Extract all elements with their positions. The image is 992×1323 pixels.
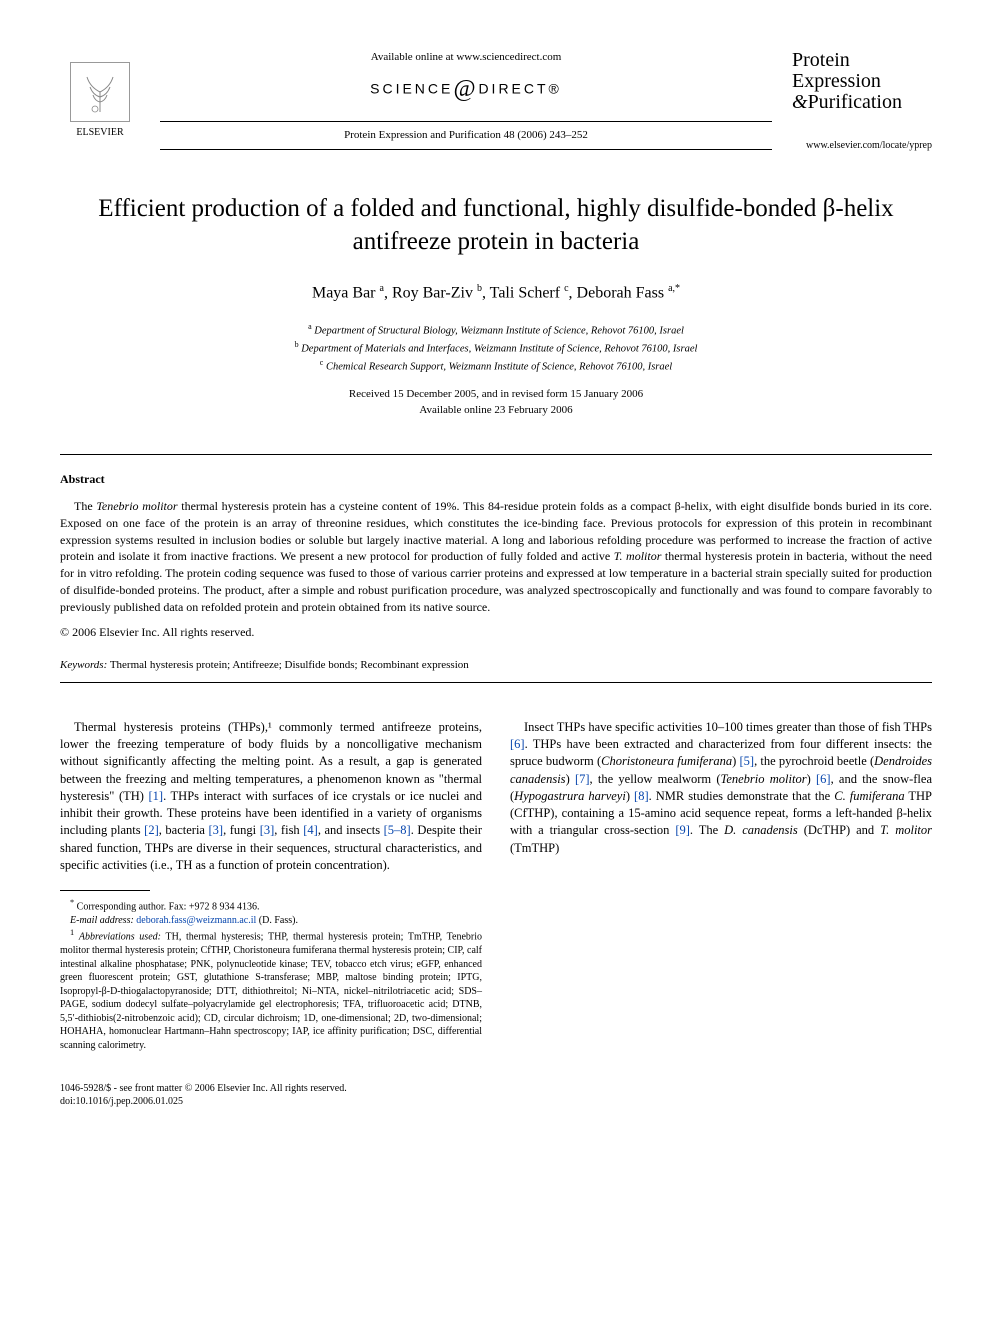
abstract-text: The Tenebrio molitor thermal hysteresis …: [60, 498, 932, 616]
keywords-label: Keywords:: [60, 659, 107, 671]
body-columns: Thermal hysteresis proteins (THPs),¹ com…: [60, 719, 932, 1052]
ref-link[interactable]: [8]: [634, 789, 649, 803]
email-link[interactable]: deborah.fass@weizmann.ac.il: [136, 915, 256, 926]
article-dates: Received 15 December 2005, and in revise…: [60, 387, 932, 418]
ref-link[interactable]: [6]: [816, 772, 831, 786]
center-header: Available online at www.sciencedirect.co…: [140, 50, 792, 150]
article-title: Efficient production of a folded and fun…: [90, 193, 902, 258]
header-rule-bottom: [160, 149, 772, 150]
affiliation-c: Chemical Research Support, Weizmann Inst…: [326, 362, 672, 373]
ref-link[interactable]: [1]: [149, 789, 164, 803]
authors: Maya Bar a, Roy Bar-Ziv b, Tali Scherf c…: [60, 282, 932, 305]
body-paragraph-1: Thermal hysteresis proteins (THPs),¹ com…: [60, 719, 482, 874]
ampersand-icon: &: [792, 91, 808, 113]
ref-link[interactable]: [7]: [575, 772, 590, 786]
footer-front-matter: 1046-5928/$ - see front matter © 2006 El…: [60, 1082, 932, 1095]
elsevier-logo: ELSEVIER: [60, 50, 140, 140]
abstract-heading: Abstract: [60, 471, 932, 488]
ref-link[interactable]: [2]: [144, 823, 159, 837]
affiliation-b: Department of Materials and Interfaces, …: [301, 343, 697, 354]
abstract-top-rule: [60, 454, 932, 455]
ref-link[interactable]: [4]: [303, 823, 318, 837]
abstract-bottom-rule: [60, 682, 932, 683]
footnote-abbreviations: 1 Abbreviations used: TH, thermal hyster…: [60, 927, 482, 1052]
journal-reference: Protein Expression and Purification 48 (…: [160, 128, 772, 143]
footer-doi: doi:10.1016/j.pep.2006.01.025: [60, 1095, 932, 1108]
page-footer: 1046-5928/$ - see front matter © 2006 El…: [60, 1082, 932, 1108]
affiliation-a: Department of Structural Biology, Weizma…: [314, 325, 684, 336]
body-paragraph-2: Insect THPs have specific activities 10–…: [510, 719, 932, 857]
available-date: Available online 23 February 2006: [60, 403, 932, 418]
elsevier-tree-icon: [70, 62, 130, 122]
ref-link[interactable]: [3]: [260, 823, 275, 837]
keywords-line: Keywords: Thermal hysteresis protein; An…: [60, 658, 932, 673]
page-header: ELSEVIER Available online at www.science…: [60, 50, 932, 153]
received-date: Received 15 December 2005, and in revise…: [60, 387, 932, 402]
ref-link[interactable]: [5–8]: [384, 823, 411, 837]
footnote-corresponding: * Corresponding author. Fax: +972 8 934 …: [60, 897, 482, 914]
ref-link[interactable]: [3]: [209, 823, 224, 837]
journal-url: www.elsevier.com/locate/yprep: [792, 139, 932, 153]
science-direct-logo: SCIENCE@DIRECT®: [160, 73, 772, 107]
copyright-line: © 2006 Elsevier Inc. All rights reserved…: [60, 624, 932, 641]
affiliations: a Department of Structural Biology, Weiz…: [60, 321, 932, 376]
journal-name: Protein Expression &Purification: [792, 50, 932, 113]
header-rule-top: [160, 121, 772, 122]
science-direct-at-icon: @: [453, 76, 478, 102]
ref-link[interactable]: [5]: [739, 754, 754, 768]
available-online-text: Available online at www.sciencedirect.co…: [160, 50, 772, 65]
ref-link[interactable]: [6]: [510, 737, 525, 751]
keywords-text: Thermal hysteresis protein; Antifreeze; …: [110, 659, 469, 671]
elsevier-label: ELSEVIER: [76, 126, 123, 140]
ref-link[interactable]: [9]: [675, 823, 690, 837]
footnote-separator: [60, 890, 150, 891]
journal-name-block: Protein Expression &Purification www.els…: [792, 50, 932, 153]
footnote-email: E-mail address: deborah.fass@weizmann.ac…: [60, 914, 482, 928]
